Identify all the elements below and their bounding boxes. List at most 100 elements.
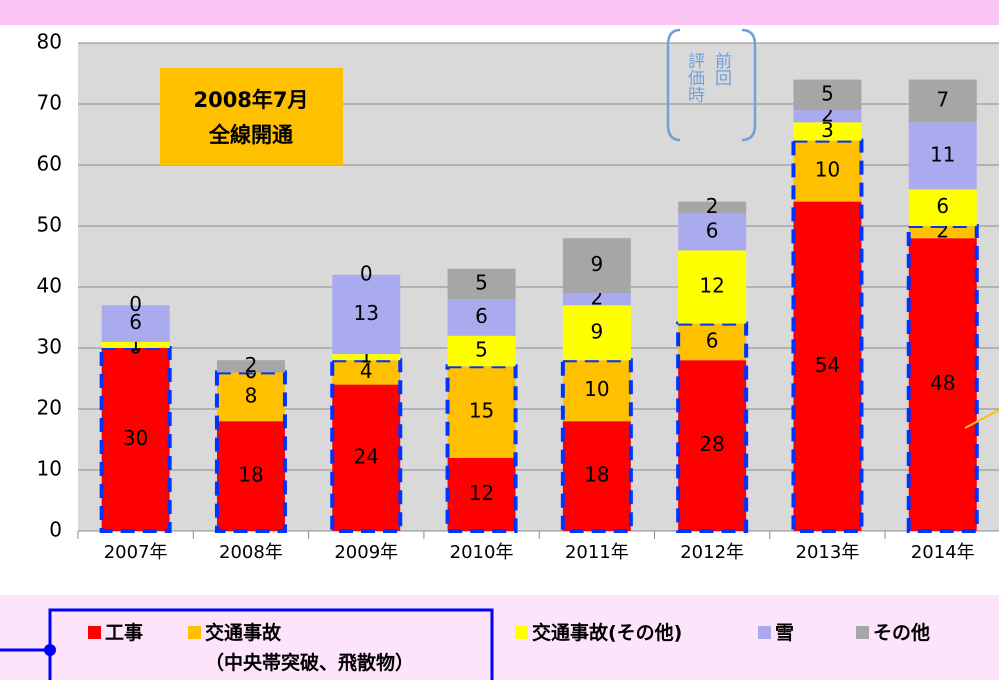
data-label: 5 xyxy=(475,338,488,362)
bracket xyxy=(666,28,757,142)
data-label: 9 xyxy=(590,319,603,343)
data-label: 11 xyxy=(930,142,955,166)
data-label: 12 xyxy=(699,274,724,298)
connector-dot xyxy=(44,644,56,656)
y-tick-label: 60 xyxy=(37,152,62,176)
x-tick-label: 2011年 xyxy=(565,542,629,563)
legend-item: その他 xyxy=(856,618,930,648)
legend-label: その他 xyxy=(873,622,931,644)
data-label: 5 xyxy=(821,81,834,105)
annotation-box xyxy=(160,68,343,165)
bar-segment xyxy=(447,335,516,367)
data-label: 18 xyxy=(238,463,263,487)
data-label: 24 xyxy=(354,444,379,468)
bar-segment xyxy=(216,421,285,531)
data-label: 2 xyxy=(245,353,258,377)
legend-label: 交通事故 （中央帯突破、飛散物） xyxy=(205,622,415,674)
y-tick-label: 40 xyxy=(37,274,62,298)
y-tick-label: 80 xyxy=(37,30,62,54)
bar-segment xyxy=(101,348,170,531)
data-label: 6 xyxy=(706,219,719,243)
arrow xyxy=(964,409,999,429)
x-tick-label: 2009年 xyxy=(334,542,398,563)
bar-segment xyxy=(793,201,862,531)
bar-segment xyxy=(678,360,747,531)
data-label: 6 xyxy=(936,194,949,218)
bar-segment xyxy=(332,360,401,385)
y-tick-label: 10 xyxy=(37,457,62,481)
bar-segment xyxy=(793,122,862,141)
bar-segment xyxy=(678,323,747,361)
legend-label: 工事 xyxy=(105,622,144,644)
data-label: 13 xyxy=(354,301,379,325)
bar-segment xyxy=(908,238,977,531)
bar-segment xyxy=(332,384,401,531)
legend-item: 交通事故 （中央帯突破、飛散物） xyxy=(188,618,414,678)
data-label: 3 xyxy=(821,118,834,142)
data-label: 12 xyxy=(469,481,494,505)
bar-segment xyxy=(908,122,977,190)
bar-segment xyxy=(562,293,631,306)
y-tick-label: 20 xyxy=(37,396,62,420)
bar-segment xyxy=(216,372,285,422)
bar-segment xyxy=(216,360,285,373)
bar-segment xyxy=(332,354,401,361)
bar-segment xyxy=(793,79,862,111)
data-label: 10 xyxy=(815,158,840,182)
bar-segment xyxy=(908,189,977,226)
highlight-box xyxy=(676,321,749,533)
bar-segment xyxy=(101,305,170,342)
bar-segment xyxy=(447,457,516,531)
x-tick-label: 2012年 xyxy=(680,542,744,563)
x-tick-label: 2007年 xyxy=(104,542,168,563)
data-label: 9 xyxy=(590,252,603,276)
bar-segment xyxy=(447,299,516,336)
bar-segment xyxy=(678,213,747,251)
bar-segment xyxy=(562,421,631,531)
bar-segment xyxy=(562,360,631,422)
bar-segment xyxy=(447,268,516,300)
legend-item: 交通事故(その他) xyxy=(515,618,682,648)
data-label: 15 xyxy=(469,399,494,423)
data-label: 0 xyxy=(129,292,142,316)
y-tick-label: 30 xyxy=(37,335,62,359)
data-label: 2 xyxy=(706,194,719,218)
y-tick-label: 70 xyxy=(37,91,62,115)
x-tick-label: 2013年 xyxy=(796,542,860,563)
legend-label: 雪 xyxy=(775,622,795,644)
data-label: 54 xyxy=(815,353,840,377)
data-label: 8 xyxy=(245,383,258,407)
note: 評価時 xyxy=(684,52,705,103)
annotation: 2008年7月 xyxy=(193,88,308,112)
legend-swatch xyxy=(88,626,101,639)
bar-segment xyxy=(562,305,631,361)
legend-swatch xyxy=(856,626,869,639)
highlight-box xyxy=(560,358,633,534)
legend-item: 雪 xyxy=(758,618,794,648)
data-label: 5 xyxy=(475,270,488,294)
data-label: 6 xyxy=(475,304,488,328)
data-label: 4 xyxy=(360,359,373,383)
legend-swatch xyxy=(515,626,528,639)
data-label: 7 xyxy=(936,87,949,111)
legend-swatch xyxy=(188,626,201,639)
legend-item: 工事 xyxy=(88,618,143,648)
data-label: 6 xyxy=(129,310,142,334)
bar-segment xyxy=(678,201,747,214)
top-band xyxy=(0,0,999,25)
bar-segment xyxy=(793,140,862,202)
data-label: 18 xyxy=(584,463,609,487)
bar-segment xyxy=(908,226,977,239)
bar-segment xyxy=(793,110,862,123)
legend-swatch xyxy=(758,626,771,639)
bar-segment xyxy=(678,250,747,324)
data-label: 10 xyxy=(584,377,609,401)
bar-segment xyxy=(332,274,401,355)
x-tick-label: 2014年 xyxy=(911,542,975,563)
data-label: 28 xyxy=(699,432,724,456)
bar-segment xyxy=(101,341,170,348)
bar-segment xyxy=(447,366,516,458)
data-label: 6 xyxy=(706,328,719,352)
